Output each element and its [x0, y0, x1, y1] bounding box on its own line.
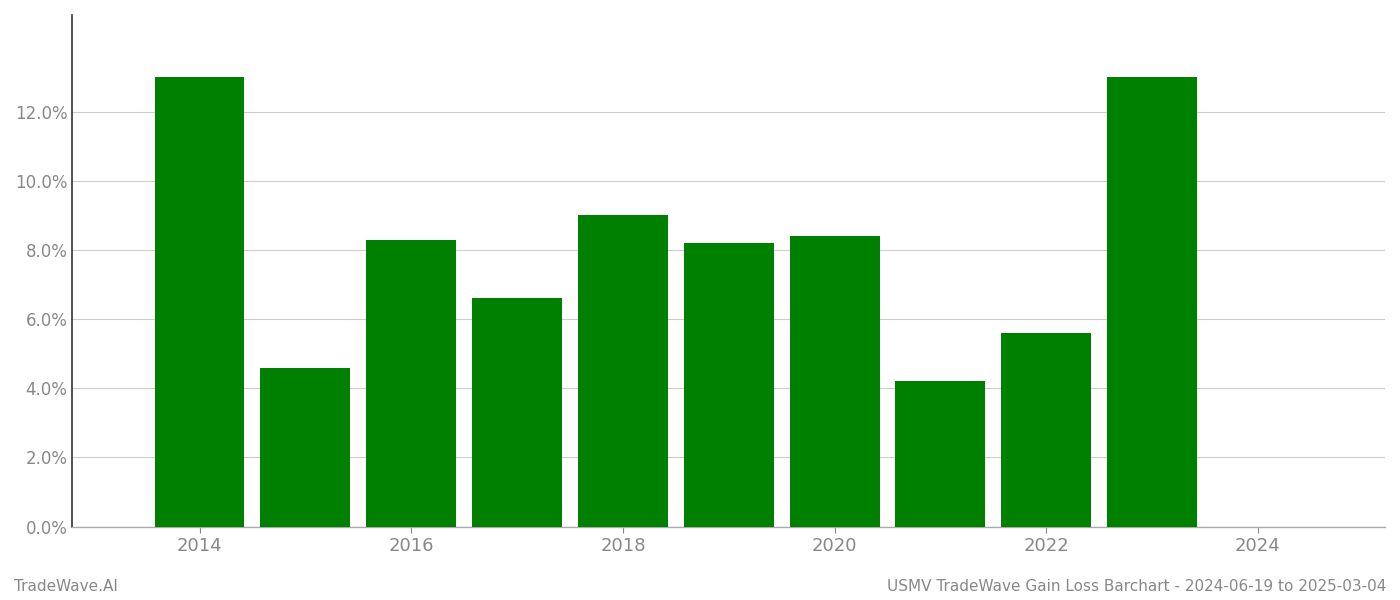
Bar	[260, 368, 350, 527]
Bar	[1107, 77, 1197, 527]
Bar	[683, 243, 774, 527]
Bar	[896, 382, 986, 527]
Bar	[1001, 333, 1091, 527]
Bar	[578, 215, 668, 527]
Bar	[472, 298, 561, 527]
Bar	[154, 77, 245, 527]
Bar	[367, 239, 456, 527]
Text: TradeWave.AI: TradeWave.AI	[14, 579, 118, 594]
Bar	[790, 236, 879, 527]
Text: USMV TradeWave Gain Loss Barchart - 2024-06-19 to 2025-03-04: USMV TradeWave Gain Loss Barchart - 2024…	[886, 579, 1386, 594]
